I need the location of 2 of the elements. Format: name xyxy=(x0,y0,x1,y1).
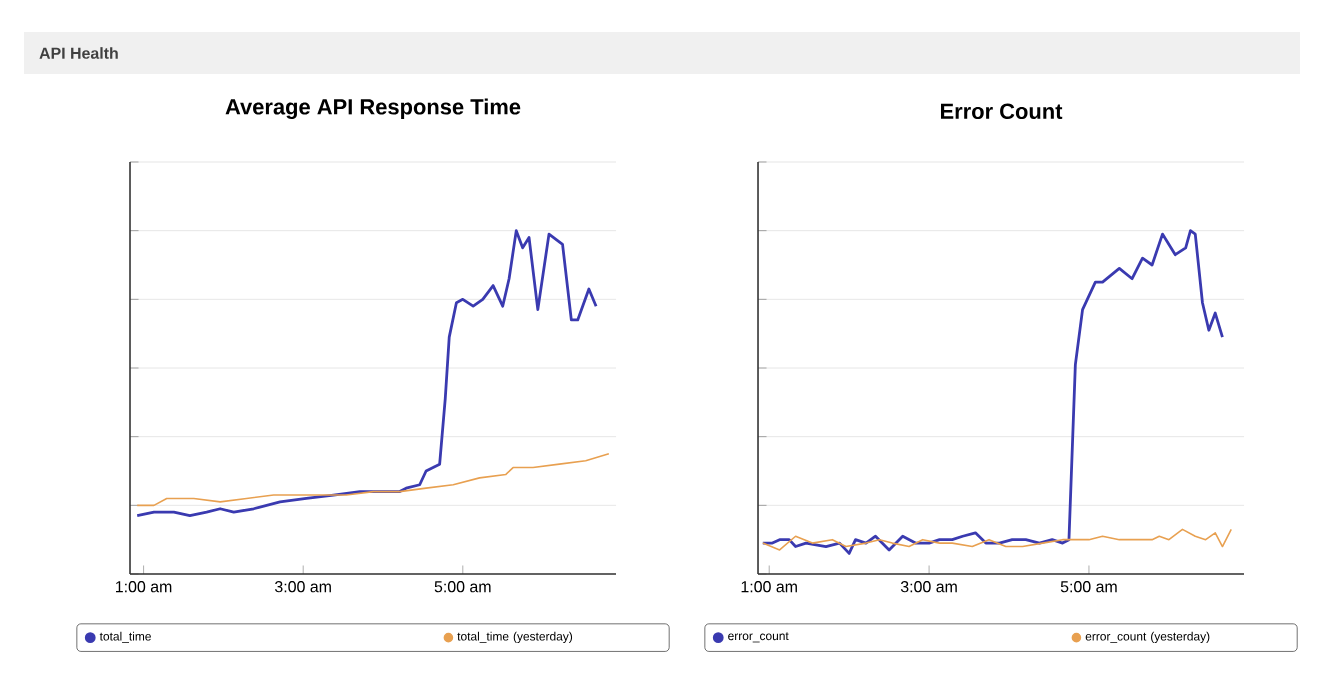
chart-title: Error Count xyxy=(941,103,1063,119)
chart-title: Average API Response Time xyxy=(225,98,521,120)
